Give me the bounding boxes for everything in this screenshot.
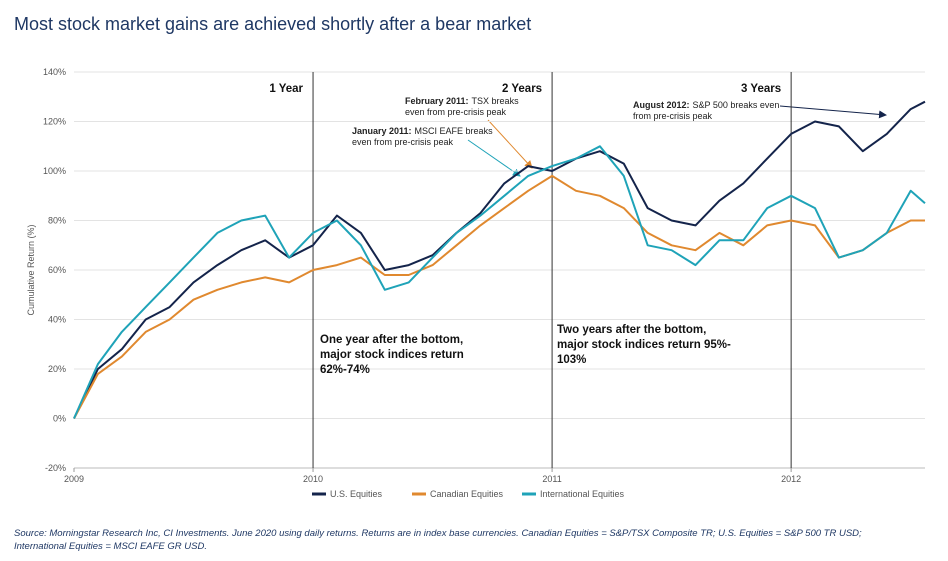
annotation-line: even from pre-crisis peak <box>352 137 454 147</box>
source: International Equities = MSCI EAFE GR US… <box>14 541 207 552</box>
x-tick-label: 2010 <box>303 474 323 484</box>
y-axis-label: Cumulative Return (%) <box>26 224 36 315</box>
y-tick-label: 40% <box>48 315 66 325</box>
x-tick-label: 2011 <box>542 474 561 484</box>
series-line <box>73 174 925 419</box>
y-tick-label: 80% <box>48 216 66 226</box>
note-text: Two years after the bottom, <box>557 324 706 336</box>
legend-label: U.S. Equities <box>330 489 383 499</box>
note-text: major stock indices return 95%- <box>557 339 731 351</box>
note-text: 62%-74% <box>320 364 370 376</box>
x-tick-label: 2009 <box>64 474 84 484</box>
series-line <box>73 145 926 419</box>
period-label: 2 Years <box>502 83 542 95</box>
y-tick-label: -20% <box>45 463 66 473</box>
series-line <box>73 100 926 419</box>
source: Source: Morningstar Research Inc, CI Inv… <box>14 528 862 539</box>
legend-label: International Equities <box>540 489 625 499</box>
period-label: 1 Year <box>269 83 303 95</box>
annotation-line: TSX breaks <box>472 96 520 106</box>
annotation-line: MSCI EAFE breaks <box>415 126 494 136</box>
annotation-line: even from pre-crisis peak <box>405 107 507 117</box>
annotation-head: August 2012: <box>633 100 690 110</box>
y-tick-label: 120% <box>43 117 66 127</box>
annotation: February 2011: TSX breaks even from pre-cr… <box>405 96 519 117</box>
y-tick-label: 20% <box>48 364 66 374</box>
annotation: January 2011: MSCI EAFE breaks even from p… <box>352 126 493 147</box>
period-label: 3 Years <box>741 83 781 95</box>
y-tick-label: 100% <box>43 166 66 176</box>
annotation-arrow <box>779 105 887 119</box>
annotation-arrow <box>467 139 521 177</box>
y-tick-label: 0% <box>53 414 66 424</box>
annotation-head: February 2011: <box>405 96 469 106</box>
annotation: August 2012: S&P 500 breaks even from pre-… <box>633 100 779 121</box>
note-text: 103% <box>557 354 586 366</box>
annotation-head: January 2011: <box>352 126 412 136</box>
y-tick-label: 60% <box>48 265 66 275</box>
x-tick-label: 2012 <box>781 474 801 484</box>
annotation-line: S&P 500 breaks even <box>693 100 780 110</box>
y-tick-label: 140% <box>43 67 66 77</box>
annotation-arrow <box>487 119 533 169</box>
chart-title: Most stock market gains are achieved sho… <box>14 14 531 34</box>
note-text: major stock indices return <box>320 349 464 361</box>
annotation-line: from pre-crisis peak <box>633 111 713 121</box>
legend-label: Canadian Equities <box>430 489 504 499</box>
note-text: One year after the bottom, <box>320 334 463 346</box>
